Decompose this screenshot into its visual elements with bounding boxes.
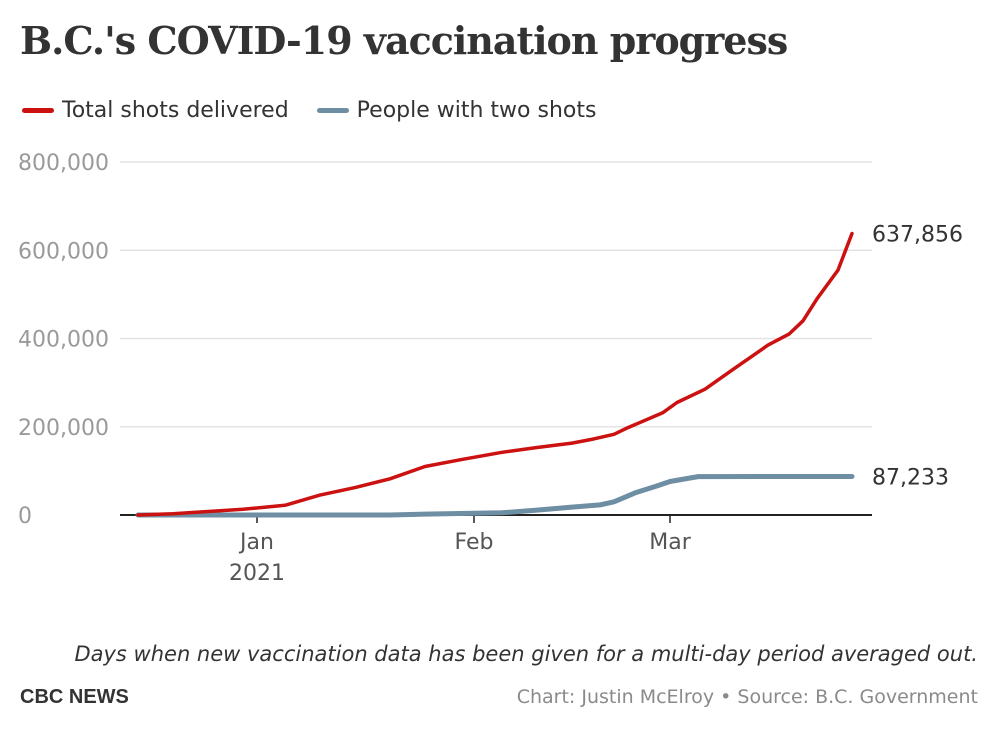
series-line-two-shots (135, 474, 855, 518)
y-tick-label: 200,000 (18, 416, 109, 441)
legend-item-total: Total shots delivered (22, 98, 289, 123)
legend-swatch-total (22, 108, 54, 113)
y-tick-label: 400,000 (18, 328, 109, 353)
legend-label-two: People with two shots (356, 98, 597, 123)
footnote: Days when new vaccination data has been … (74, 642, 978, 666)
y-tick-label: 600,000 (18, 239, 109, 264)
y-tick-label: 800,000 (18, 151, 109, 176)
line-chart: 800,000 600,000 400,000 200,000 0 Jan 2021 Feb M… (18, 151, 963, 586)
x-tick-label: Feb (455, 530, 494, 555)
brand-logo-text: CBC NEWS (20, 686, 129, 708)
end-label-two-shots: 87,233 (872, 466, 949, 491)
x-tick-sublabel: 2021 (229, 561, 285, 586)
legend-item-two: People with two shots (316, 98, 597, 123)
legend: Total shots delivered People with two sh… (22, 98, 624, 123)
x-tick-label: Mar (649, 530, 691, 555)
legend-label-total: Total shots delivered (62, 98, 289, 123)
x-tick-label: Jan (238, 530, 274, 555)
chart-credit: Chart: Justin McElroy • Source: B.C. Gov… (516, 686, 978, 708)
y-tick-label: 0 (18, 504, 32, 529)
end-label-total-shots: 637,856 (872, 223, 963, 248)
series-line-total-shots (136, 231, 854, 517)
chart-title: B.C.'s COVID-19 vaccination progress (20, 18, 788, 63)
legend-swatch-two (316, 108, 349, 113)
